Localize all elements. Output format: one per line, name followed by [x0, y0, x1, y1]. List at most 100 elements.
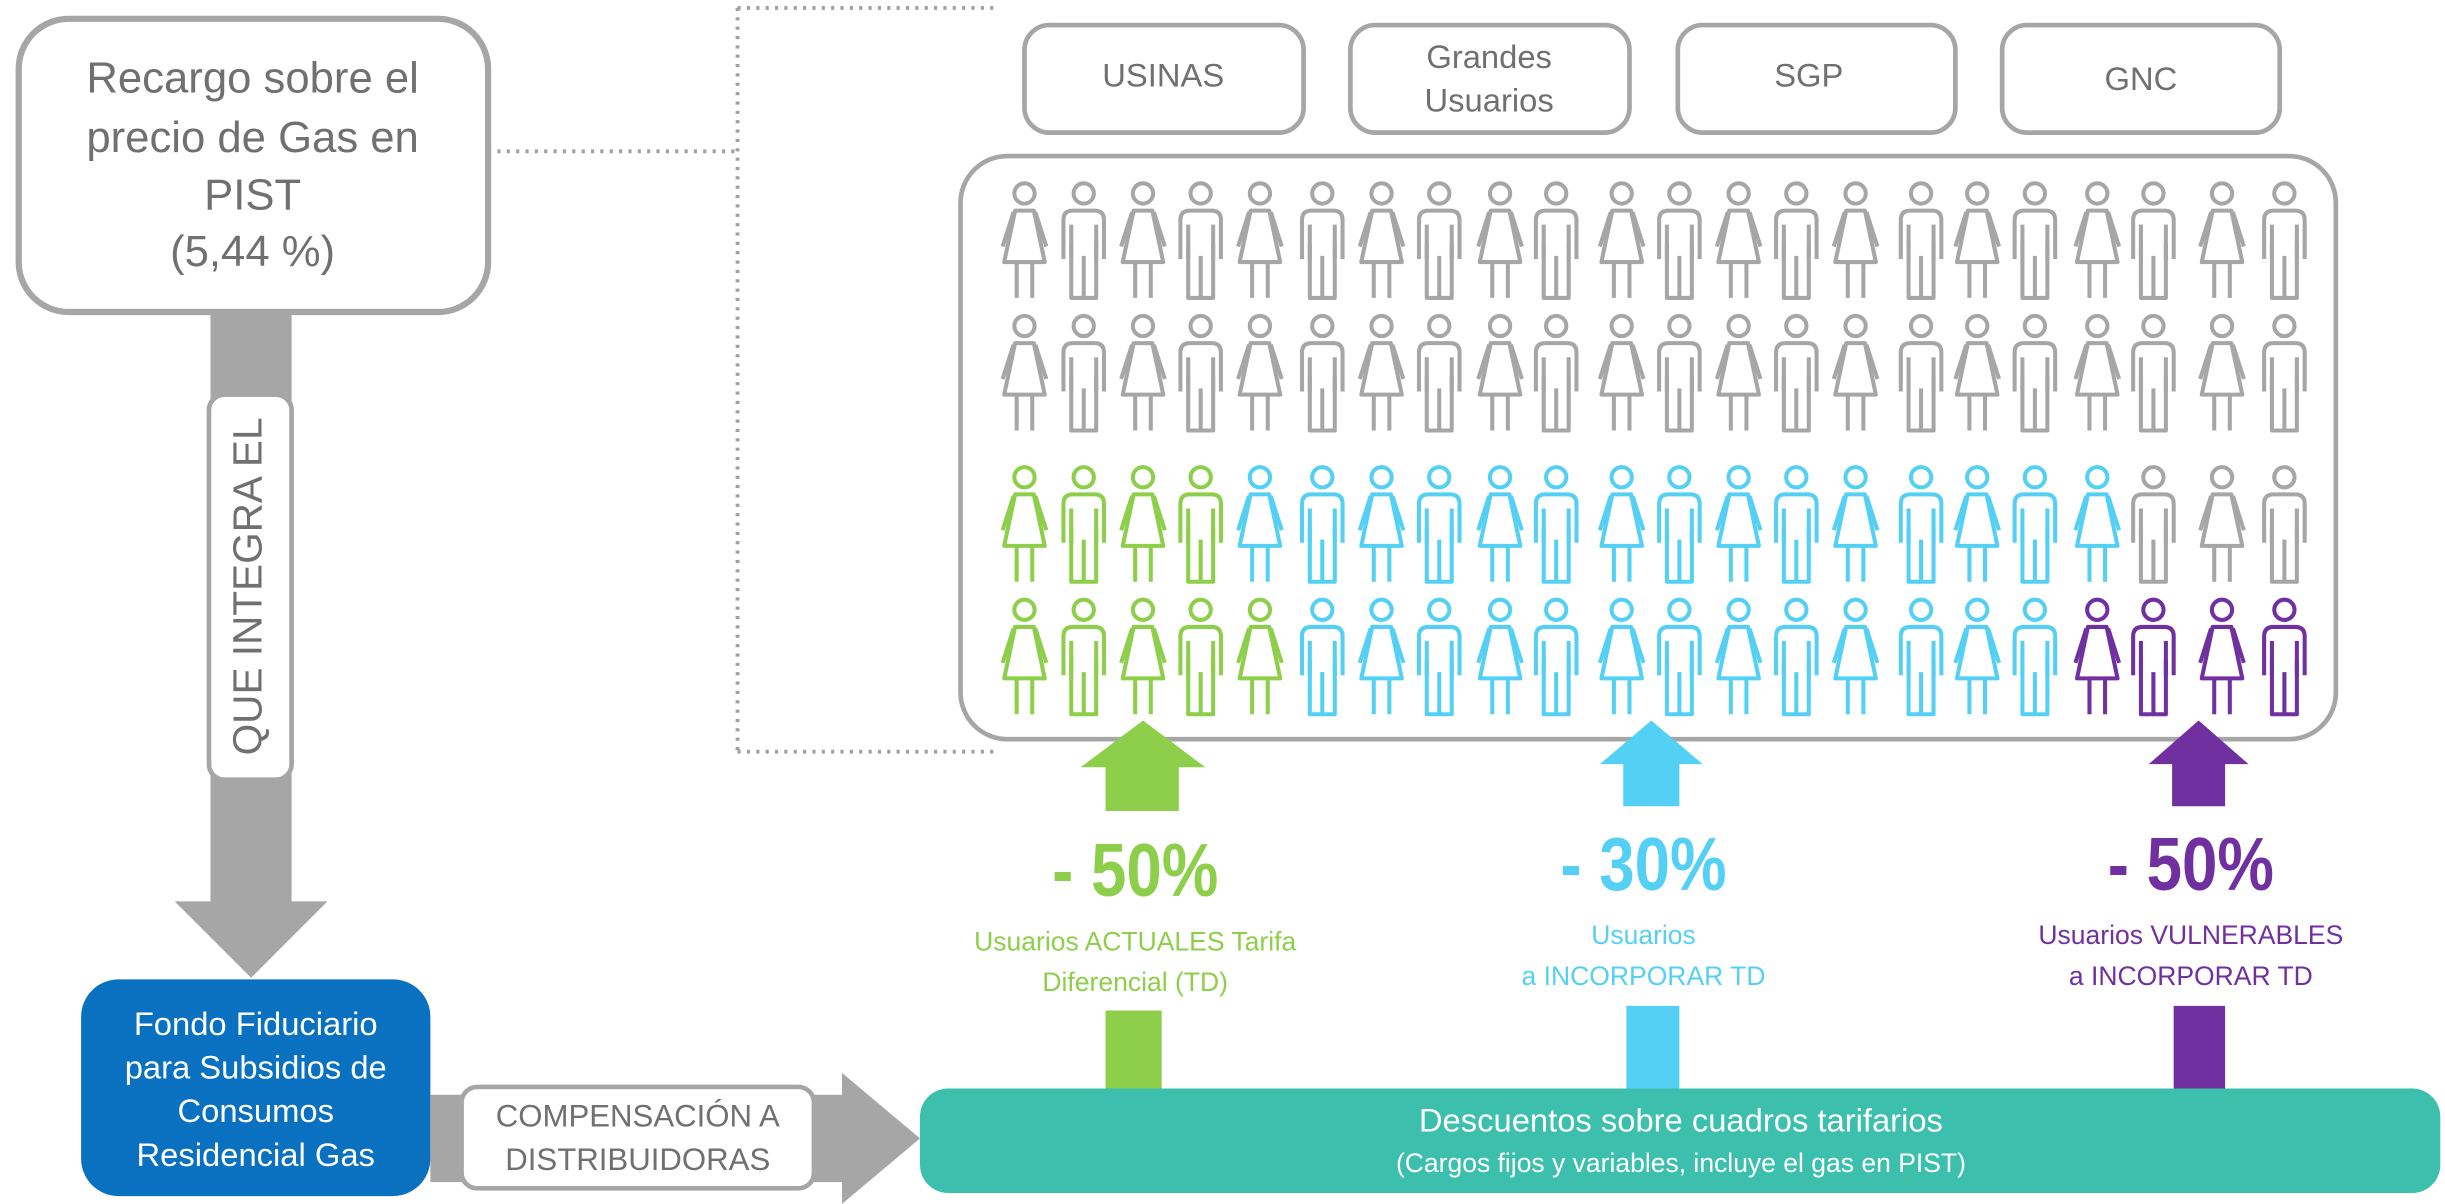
person-part [1186, 659, 1216, 717]
person-part [1307, 243, 1337, 300]
person-icon [1119, 313, 1167, 431]
person-part [1906, 375, 1936, 433]
person-part [2020, 527, 2050, 584]
source-text: precio de Gas en [86, 113, 418, 162]
person-icon [2198, 597, 2246, 715]
person-part [1664, 375, 1694, 433]
person-part [1967, 678, 1988, 715]
person-icon [1000, 465, 1049, 582]
person-part [1119, 344, 1167, 380]
person-part [1133, 545, 1153, 582]
person-part [1236, 211, 1284, 248]
person-icon [2073, 465, 2122, 582]
person-part [1831, 211, 1880, 248]
person-part [2074, 492, 2120, 548]
person-part [2209, 597, 2235, 622]
fund-text: Fondo Fiduciario [134, 1005, 378, 1042]
person-part [1012, 597, 1037, 622]
person-part [2073, 495, 2122, 531]
category-box [1999, 22, 2283, 135]
person-part [1954, 341, 2000, 397]
person-part [2199, 341, 2245, 397]
person-part [1714, 495, 1763, 531]
person-part [1237, 341, 1283, 397]
person-icon [1774, 181, 1819, 300]
person-part [1597, 495, 1646, 531]
category-label: GNC [2105, 60, 2178, 97]
person-part [1069, 243, 1099, 300]
person-part [1726, 313, 1751, 339]
person-part [1953, 344, 2001, 380]
person-part [1476, 344, 1524, 380]
person-part [1714, 211, 1763, 248]
person-icon [2262, 181, 2307, 300]
person-part [1424, 527, 1454, 584]
person-part [1427, 465, 1452, 490]
person-icon [1178, 181, 1223, 300]
person-icon [1236, 181, 1284, 298]
person-icon [1357, 181, 1406, 298]
person-part [2198, 344, 2246, 380]
person-part [1359, 341, 1404, 397]
person-part [1609, 465, 1634, 490]
person-part [2212, 394, 2232, 431]
person-part [2138, 375, 2168, 433]
person-icon [1657, 465, 1702, 584]
person-part [1002, 341, 1047, 397]
person-part [1953, 627, 2001, 664]
person-icon [1831, 181, 1880, 298]
person-part [1119, 211, 1167, 248]
person-part [2138, 659, 2168, 717]
person-part [2212, 678, 2232, 715]
person-part [1236, 344, 1284, 380]
person-part [1310, 465, 1335, 490]
person-icon [1000, 313, 1049, 431]
person-icon [2012, 313, 2058, 433]
people-grid [1000, 181, 2307, 717]
flow-label-box [206, 392, 294, 783]
person-part [1487, 465, 1513, 490]
person-part [2020, 659, 2050, 717]
person-icon [1898, 465, 1944, 584]
person-part [1599, 492, 1644, 548]
person-part [1012, 313, 1037, 339]
category-label: SGP [1774, 57, 1843, 94]
person-part [1014, 678, 1035, 715]
person-part [2269, 243, 2299, 300]
person-part [1843, 313, 1868, 339]
person-icon [1714, 465, 1763, 582]
person-icon [1061, 313, 1107, 433]
source-text: PIST [204, 171, 301, 220]
person-part [1908, 465, 1934, 490]
group-description: Usuarios ACTUALES Tarifa [974, 926, 1296, 956]
person-part [1236, 495, 1284, 531]
compensation-text: COMPENSACIÓN A [496, 1098, 780, 1133]
person-part [1120, 341, 1166, 397]
person-part [1310, 597, 1335, 622]
person-part [2022, 465, 2048, 490]
person-icon [1953, 313, 2001, 431]
person-part [1611, 262, 1632, 298]
group-description: Usuarios VULNERABLES [2038, 920, 2343, 950]
person-part [1967, 545, 1988, 582]
person-part [1609, 313, 1634, 339]
person-part [1728, 394, 1749, 431]
person-part [1371, 678, 1392, 715]
up-arrow [2148, 720, 2249, 807]
person-part [2199, 208, 2245, 265]
person-part [1359, 208, 1404, 265]
person-part [2212, 262, 2232, 298]
person-part [2272, 313, 2297, 339]
person-part [2138, 243, 2168, 300]
group-stem [1105, 1010, 1162, 1089]
person-part [1002, 208, 1047, 265]
person-part [1000, 344, 1049, 380]
person-part [1714, 344, 1763, 380]
person-icon [1657, 181, 1702, 300]
person-icon [1476, 313, 1524, 431]
person-part [2269, 375, 2299, 433]
person-part [1726, 597, 1751, 622]
person-part [1186, 527, 1216, 584]
person-part [1133, 262, 1153, 298]
person-icon [1774, 465, 1819, 584]
